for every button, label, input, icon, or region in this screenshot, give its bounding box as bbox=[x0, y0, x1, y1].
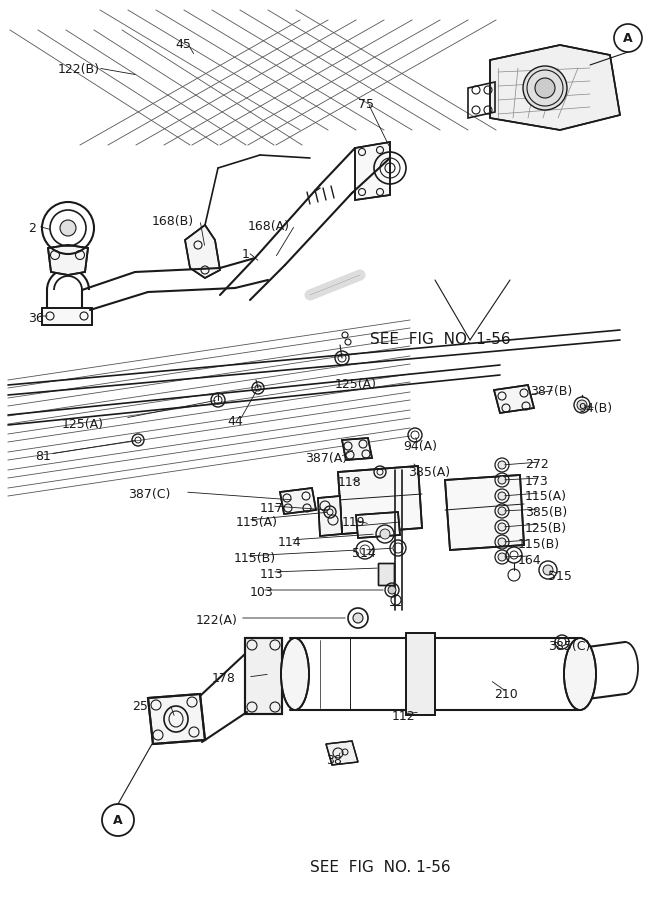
Text: 164: 164 bbox=[518, 554, 542, 567]
Polygon shape bbox=[148, 694, 205, 744]
Text: 515: 515 bbox=[548, 570, 572, 583]
Text: A: A bbox=[113, 814, 123, 826]
Polygon shape bbox=[48, 245, 88, 275]
Text: 113: 113 bbox=[260, 568, 283, 581]
Text: 115(A): 115(A) bbox=[525, 490, 567, 503]
Polygon shape bbox=[342, 438, 372, 460]
Circle shape bbox=[498, 492, 506, 500]
Circle shape bbox=[498, 538, 506, 546]
Text: 387(B): 387(B) bbox=[530, 385, 572, 398]
Polygon shape bbox=[445, 475, 524, 550]
Text: 168(B): 168(B) bbox=[152, 215, 194, 228]
Text: 125(A): 125(A) bbox=[335, 378, 377, 391]
Bar bbox=[378, 563, 394, 585]
Text: 94(B): 94(B) bbox=[578, 402, 612, 415]
Text: 25: 25 bbox=[132, 700, 148, 713]
Polygon shape bbox=[42, 308, 92, 325]
Text: 387(C): 387(C) bbox=[128, 488, 170, 501]
Polygon shape bbox=[245, 638, 282, 714]
Polygon shape bbox=[318, 496, 342, 536]
Text: 103: 103 bbox=[250, 586, 273, 599]
Circle shape bbox=[498, 553, 506, 561]
Text: 122(A): 122(A) bbox=[196, 614, 238, 627]
Text: 385(B): 385(B) bbox=[525, 506, 567, 519]
Text: 168(A): 168(A) bbox=[248, 220, 290, 233]
Polygon shape bbox=[185, 225, 220, 278]
Polygon shape bbox=[355, 142, 390, 200]
Text: 118: 118 bbox=[338, 476, 362, 489]
Circle shape bbox=[388, 586, 396, 594]
Circle shape bbox=[498, 523, 506, 531]
Text: A: A bbox=[623, 32, 633, 44]
Text: 210: 210 bbox=[494, 688, 518, 701]
Circle shape bbox=[543, 565, 553, 575]
Circle shape bbox=[498, 476, 506, 484]
Polygon shape bbox=[490, 45, 620, 130]
Text: 122(B): 122(B) bbox=[58, 63, 100, 76]
Polygon shape bbox=[338, 466, 422, 534]
Text: 115(A): 115(A) bbox=[236, 516, 278, 529]
Text: 117: 117 bbox=[260, 502, 283, 515]
Bar bbox=[378, 563, 394, 585]
Circle shape bbox=[60, 220, 76, 236]
Circle shape bbox=[353, 613, 363, 623]
Polygon shape bbox=[494, 385, 534, 413]
Text: 387(A): 387(A) bbox=[305, 452, 347, 465]
Text: 75: 75 bbox=[358, 98, 374, 111]
Text: 178: 178 bbox=[212, 672, 236, 685]
Text: 1: 1 bbox=[242, 248, 250, 261]
Text: 2: 2 bbox=[28, 222, 36, 235]
Text: 119: 119 bbox=[342, 516, 366, 529]
Text: 385(A): 385(A) bbox=[408, 466, 450, 479]
Ellipse shape bbox=[564, 638, 596, 710]
Text: 36: 36 bbox=[28, 312, 44, 325]
Text: 94(A): 94(A) bbox=[403, 440, 437, 453]
Circle shape bbox=[523, 66, 567, 110]
Text: 272: 272 bbox=[525, 458, 549, 471]
Text: 173: 173 bbox=[525, 475, 549, 488]
Text: SEE  FIG  NO. 1-56: SEE FIG NO. 1-56 bbox=[310, 860, 451, 875]
Text: 45: 45 bbox=[175, 38, 191, 51]
Polygon shape bbox=[406, 633, 435, 715]
Text: 81: 81 bbox=[35, 450, 51, 463]
Text: 114: 114 bbox=[278, 536, 301, 549]
Text: 514: 514 bbox=[352, 547, 376, 560]
Circle shape bbox=[498, 507, 506, 515]
Ellipse shape bbox=[281, 638, 309, 710]
Circle shape bbox=[498, 461, 506, 469]
Text: 112: 112 bbox=[392, 710, 416, 723]
Circle shape bbox=[380, 529, 390, 539]
Polygon shape bbox=[280, 488, 316, 514]
Text: 38: 38 bbox=[326, 754, 342, 767]
Polygon shape bbox=[356, 512, 400, 538]
Text: 125(B): 125(B) bbox=[525, 522, 567, 535]
Text: 115(B): 115(B) bbox=[234, 552, 276, 565]
Text: 115(B): 115(B) bbox=[518, 538, 560, 551]
Text: 125(A): 125(A) bbox=[62, 418, 104, 431]
Text: 385(C): 385(C) bbox=[548, 640, 590, 653]
Circle shape bbox=[577, 400, 587, 410]
Text: SEE  FIG  NO. 1-56: SEE FIG NO. 1-56 bbox=[370, 332, 511, 347]
Text: 44: 44 bbox=[227, 415, 243, 428]
Circle shape bbox=[535, 78, 555, 98]
Polygon shape bbox=[326, 741, 358, 765]
